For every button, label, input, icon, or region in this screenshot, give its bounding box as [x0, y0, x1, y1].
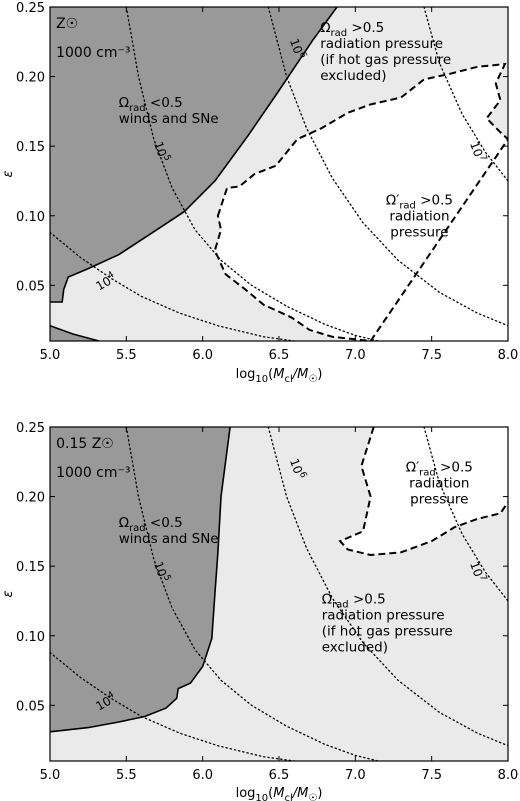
panel-annotation: 1000 cm⁻³: [56, 45, 130, 61]
y-axis-label: ε: [1, 170, 16, 177]
contour-4: [50, 651, 295, 761]
region-label: Ω′rad >0.5: [406, 460, 473, 479]
x-tick-label: 6.0: [192, 348, 213, 363]
region-label: excluded): [320, 68, 386, 84]
y-tick-label: 0.10: [16, 210, 45, 225]
plot-area: [50, 427, 508, 761]
x-tick-label: 8.0: [498, 348, 519, 363]
region-label: Ωrad <0.5: [119, 95, 183, 114]
y-tick-label: 0.15: [16, 560, 45, 575]
contour-label: 105: [151, 559, 172, 584]
y-axis-label: ε: [1, 590, 16, 597]
x-axis-label: log10(Mcl/M☉): [236, 786, 323, 801]
y-tick-label: 0.20: [16, 71, 45, 86]
panel-annotation: 0.15 Z☉: [56, 436, 114, 452]
region-label: radiation: [389, 209, 449, 225]
region-label: winds and SNe: [119, 111, 219, 127]
panel-annotation: Z☉: [56, 16, 78, 32]
region-winds-sne: [50, 427, 231, 732]
x-tick-label: 8.0: [498, 768, 519, 783]
region-label: (if hot gas pressure: [320, 52, 451, 68]
region-label: Ωrad >0.5: [322, 592, 386, 611]
x-tick-label: 7.0: [345, 768, 366, 783]
contour-7: [423, 7, 508, 182]
contour-label: 104: [93, 690, 119, 714]
x-tick-label: 5.0: [40, 348, 61, 363]
y-tick-label: 0.25: [16, 421, 45, 436]
y-tick-label: 0.25: [16, 1, 45, 16]
x-tick-label: 5.5: [116, 348, 137, 363]
region-label: excluded): [322, 640, 388, 656]
region-label: Ωrad >0.5: [320, 20, 384, 39]
boundary-solid: [50, 324, 100, 341]
boundary-dashed: [338, 427, 508, 557]
region-label: Ω′rad >0.5: [386, 193, 453, 212]
boundary-solid: [50, 427, 231, 733]
contour-label: 106: [287, 456, 308, 481]
region-label: pressure: [390, 225, 448, 241]
x-tick-label: 5.5: [116, 768, 137, 783]
region-label: (if hot gas pressure: [322, 624, 453, 640]
y-tick-label: 0.15: [16, 140, 45, 155]
x-tick-label: 7.5: [421, 768, 442, 783]
contour-7: [423, 427, 508, 602]
region-winds-sne: [50, 325, 99, 341]
x-tick-label: 6.5: [269, 768, 290, 783]
contour-label: 107: [467, 139, 488, 164]
boundary-solid: [50, 7, 338, 303]
region-label: radiation pressure: [322, 608, 445, 624]
contour-label: 106: [287, 36, 308, 61]
region-label: Ωrad <0.5: [119, 515, 183, 534]
y-tick-label: 0.05: [16, 279, 45, 294]
y-tick-label: 0.20: [16, 491, 45, 506]
x-axis-label: log10(Mcl/M☉): [236, 367, 323, 385]
x-tick-label: 6.0: [192, 768, 213, 783]
region-label: radiation pressure: [320, 36, 443, 52]
region-label: radiation: [409, 476, 469, 492]
x-tick-label: 5.0: [40, 768, 61, 783]
boundary-dashed: [213, 62, 508, 341]
region-label: pressure: [410, 492, 468, 508]
plot-area: [50, 7, 508, 341]
x-tick-label: 7.5: [421, 348, 442, 363]
y-tick-label: 0.05: [16, 699, 45, 714]
contour-label: 104: [93, 270, 119, 294]
contour-label: 105: [151, 139, 172, 164]
contour-4: [50, 231, 295, 341]
contour-label: 107: [467, 559, 488, 584]
contour-5: [125, 427, 379, 761]
x-tick-label: 6.5: [269, 348, 290, 363]
x-tick-label: 7.0: [345, 348, 366, 363]
contour-6: [267, 7, 508, 327]
panel-annotation: 1000 cm⁻³: [56, 465, 130, 481]
contour-6: [267, 427, 508, 747]
region-label: winds and SNe: [119, 531, 219, 547]
y-tick-label: 0.10: [16, 630, 45, 645]
region-radiation-pressure-prime: [214, 64, 508, 341]
region-winds-sne: [50, 7, 337, 302]
contour-5: [125, 7, 379, 341]
